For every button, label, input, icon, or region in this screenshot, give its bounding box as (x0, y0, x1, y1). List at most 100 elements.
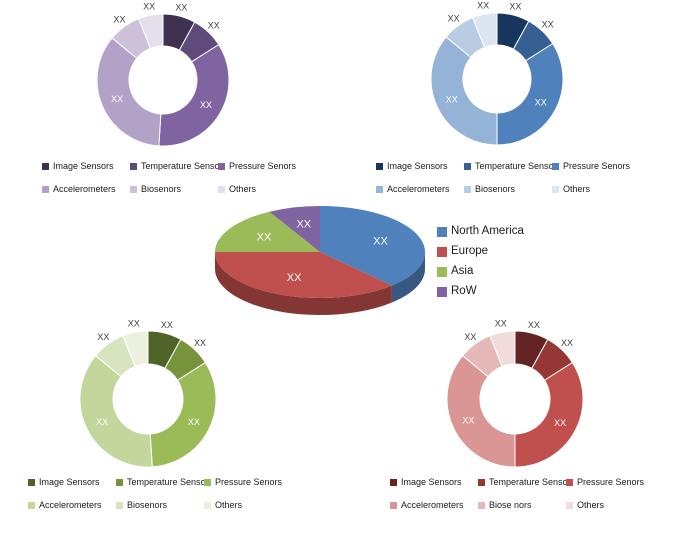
data-label-blue-others: XX (477, 1, 489, 11)
pie-slice-europe (215, 252, 392, 299)
legend-label-europe: Europe (451, 245, 489, 257)
donut-segment-purple-pressure-senors (158, 43, 230, 147)
donut-segment-green-accelerometers (79, 354, 153, 468)
legend-label-image-sensors: Image Sensors (53, 161, 114, 171)
pie-slice-asia (215, 211, 320, 252)
legend-swatch-image-sensors (28, 479, 35, 486)
donut-segment-green-others (122, 330, 149, 368)
legend-swatch-others (204, 502, 211, 509)
legend-label-biosenors: Biosenors (127, 500, 168, 510)
data-label-row: XX (296, 218, 311, 230)
legend-label-accelerometers: Accelerometers (53, 184, 116, 194)
legend-swatch-pressure-senors (218, 163, 225, 170)
pie-slice-row (269, 206, 320, 252)
legend-label-temperature-sensor: Temperature Sensor (127, 477, 209, 487)
legend-item-pressure-senors: Pressure Senors (552, 162, 630, 171)
legend-label-biosenors: Biosenors (141, 184, 182, 194)
legend-swatch-biosenors (464, 186, 471, 193)
data-label-blue-temperature-sensor: XX (542, 19, 554, 29)
pie-side-north-america (391, 252, 425, 303)
legend-label-row: RoW (451, 285, 477, 297)
pie-side-europe (215, 252, 392, 316)
legend-item-image-sensors: Image Sensors (28, 478, 100, 487)
legend-swatch-temperature-sensor (478, 479, 485, 486)
legend-item-row: RoW (437, 285, 477, 298)
legend-item-biosenors: Biosenors (116, 501, 167, 510)
legend-swatch-biose-nors (478, 502, 485, 509)
data-label-red-others: XX (495, 319, 507, 329)
legend-swatch-row (437, 286, 447, 297)
legend-item-accelerometers: Accelerometers (28, 501, 102, 510)
data-label-purple-biosenors: XX (113, 15, 125, 25)
data-label-purple-pressure-senors: XX (200, 100, 212, 110)
legend-item-temperature-sensor: Temperature Sensor (116, 478, 209, 487)
legend-item-biosenors: Biosenors (130, 185, 181, 194)
legend-label-biose-nors: Biose nors (489, 500, 532, 510)
legend-label-pressure-senors: Pressure Senors (215, 477, 283, 487)
legend-item-others: Others (552, 185, 590, 194)
donut-segment-blue-pressure-senors (496, 42, 564, 146)
legend-item-accelerometers: Accelerometers (390, 501, 464, 510)
legend-label-image-sensors: Image Sensors (401, 477, 462, 487)
legend-swatch-accelerometers (376, 186, 383, 193)
donut-segment-purple-accelerometers (96, 37, 162, 147)
legend-item-image-sensors: Image Sensors (390, 478, 462, 487)
legend-item-temperature-sensor: Temperature Sensor (464, 162, 557, 171)
data-label-asia: XX (257, 231, 272, 243)
legend-swatch-accelerometers (390, 502, 397, 509)
legend-item-pressure-senors: Pressure Senors (218, 162, 296, 171)
donut-segment-blue-others (472, 12, 498, 49)
data-label-purple-image-sensors: XX (175, 3, 187, 13)
data-label-green-accelerometers: XX (96, 417, 108, 427)
data-label-europe: XX (287, 272, 302, 284)
legend-label-north-america: North America (451, 225, 524, 237)
legend-item-temperature-sensor: Temperature Sensor (478, 478, 571, 487)
legend-item-pressure-senors: Pressure Senors (566, 478, 644, 487)
legend-swatch-others (552, 186, 559, 193)
data-label-red-pressure-senors: XX (554, 418, 566, 428)
pie-slice-north-america (320, 206, 425, 286)
donut-segment-green-pressure-senors (149, 361, 217, 468)
data-label-green-temperature-sensor: XX (194, 338, 206, 348)
data-label-red-temperature-sensor: XX (561, 338, 573, 348)
legend-swatch-image-sensors (390, 479, 397, 486)
legend-swatch-pressure-senors (552, 163, 559, 170)
data-label-blue-accelerometers: XX (446, 95, 458, 105)
data-label-green-others: XX (128, 319, 140, 329)
legend-label-image-sensors: Image Sensors (387, 161, 448, 171)
legend-label-pressure-senors: Pressure Senors (577, 477, 645, 487)
data-label-purple-temperature-sensor: XX (208, 20, 220, 30)
donut-segment-red-pressure-senors (514, 361, 584, 468)
data-label-green-image-sensors: XX (161, 320, 173, 330)
legend-item-accelerometers: Accelerometers (42, 185, 116, 194)
legend-swatch-pressure-senors (566, 479, 573, 486)
donut-segment-blue-accelerometers (430, 36, 498, 146)
legend-item-others: Others (566, 501, 604, 510)
legend-item-asia: Asia (437, 265, 473, 278)
data-label-red-image-sensors: XX (528, 320, 540, 330)
legend-swatch-others (566, 502, 573, 509)
legend-swatch-accelerometers (42, 186, 49, 193)
donut-segment-purple-others (138, 13, 164, 50)
data-label-north-america: XX (373, 235, 388, 247)
legend-swatch-others (218, 186, 225, 193)
legend-swatch-image-sensors (42, 163, 49, 170)
legend-item-north-america: North America (437, 225, 524, 238)
data-label-red-accelerometers: XX (462, 415, 474, 425)
legend-item-image-sensors: Image Sensors (376, 162, 448, 171)
data-label-red-biose-nors: XX (464, 332, 476, 342)
legend-swatch-biosenors (116, 502, 123, 509)
data-label-purple-accelerometers: XX (111, 94, 123, 104)
legend-label-accelerometers: Accelerometers (387, 184, 450, 194)
legend-swatch-pressure-senors (204, 479, 211, 486)
data-label-green-biosenors: XX (97, 332, 109, 342)
legend-label-temperature-sensor: Temperature Sensor (489, 477, 571, 487)
legend-swatch-asia (437, 266, 447, 277)
legend-swatch-temperature-sensor (464, 163, 471, 170)
legend-swatch-europe (437, 246, 447, 257)
legend-item-temperature-sensor: Temperature Sensor (130, 162, 223, 171)
legend-label-temperature-sensor: Temperature Sensor (475, 161, 557, 171)
legend-item-accelerometers: Accelerometers (376, 185, 450, 194)
